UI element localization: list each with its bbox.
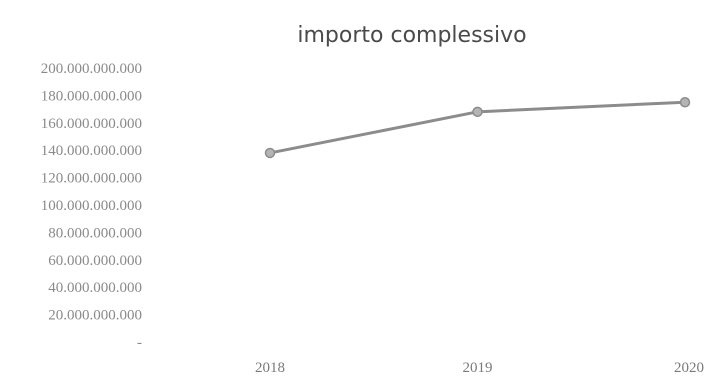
- y-tick-label: 100.000.000.000: [41, 198, 142, 214]
- x-tick-label: 2020: [674, 360, 704, 376]
- y-tick-label: 120.000.000.000: [41, 171, 142, 187]
- data-point: [264, 147, 276, 159]
- y-tick-label: 140.000.000.000: [41, 143, 142, 159]
- series-layer: [264, 97, 691, 159]
- y-tick-label: 20.000.000.000: [48, 308, 142, 324]
- x-tick-label: 2019: [463, 360, 493, 376]
- x-axis: 2018 2019 2020: [255, 360, 704, 376]
- y-tick-label: 60.000.000.000: [48, 253, 142, 269]
- y-tick-label: -: [137, 335, 142, 351]
- data-point: [472, 106, 483, 118]
- y-tick-label: 160.000.000.000: [41, 116, 142, 132]
- chart-title: importo complessivo: [297, 23, 526, 48]
- y-axis: - 20.000.000.000 40.000.000.000 60.000.000.…: [41, 61, 142, 351]
- data-point: [679, 97, 691, 108]
- x-tick-label: 2018: [255, 360, 285, 376]
- y-tick-label: 180.000.000.000: [41, 88, 142, 104]
- y-tick-label: 40.000.000.000: [48, 280, 142, 296]
- y-tick-label: 200.000.000.000: [41, 61, 142, 77]
- y-tick-label: 80.000.000.000: [48, 225, 142, 241]
